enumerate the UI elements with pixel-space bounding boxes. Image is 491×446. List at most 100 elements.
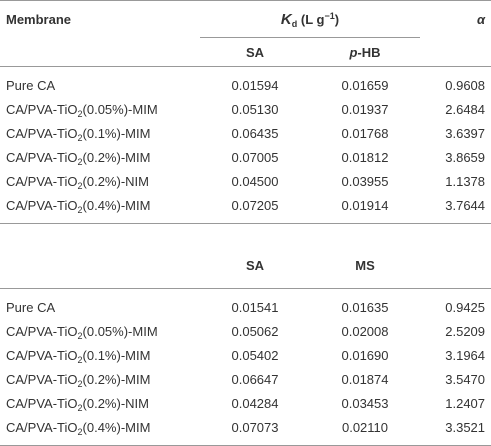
table-cell: 3.3521 xyxy=(420,415,491,446)
header-cell: Kd (L g−1) xyxy=(200,0,421,38)
cell-value: 0.06647 xyxy=(231,371,279,387)
table-cell: 0.01874 xyxy=(310,367,420,391)
membrane-name: (0.05%)-MIM xyxy=(82,101,158,117)
header-label: α xyxy=(476,11,486,27)
table-cell: 0.01812 xyxy=(310,145,420,169)
cell-value: 3.7644 xyxy=(445,197,486,213)
membrane-name: (0.2%)-NIM xyxy=(82,395,149,411)
table-cell: 0.01635 xyxy=(310,289,420,320)
membrane-name: (0.2%)-MIM xyxy=(82,149,151,165)
membrane-name: (0.2%)-NIM xyxy=(82,173,149,189)
membrane-subscript: 2 xyxy=(77,108,83,119)
table-cell: 0.05062 xyxy=(200,319,310,343)
table-row: Pure CA 0.01541 0.01635 0.9425 xyxy=(0,289,491,320)
cell-value: 0.05130 xyxy=(231,101,279,117)
subheader-cell: MS xyxy=(310,223,421,289)
table-cell: Pure CA xyxy=(0,289,200,320)
table-cell: 0.01914 xyxy=(310,193,420,224)
kd-superscript: −1 xyxy=(324,10,335,21)
cell-value: 0.07005 xyxy=(231,149,279,165)
cell-value: 0.01812 xyxy=(341,149,389,165)
table-row: CA/PVA-TiO2(0.1%)-MIM 0.06435 0.01768 3.639… xyxy=(0,121,491,145)
table-cell: 3.5470 xyxy=(420,367,491,391)
table-cell: CA/PVA-TiO2(0.05%)-MIM xyxy=(0,319,200,343)
cell-value: 3.1964 xyxy=(445,347,486,363)
membrane-subscript: 2 xyxy=(77,378,83,389)
table-row: CA/PVA-TiO2(0.2%)-NIM 0.04284 0.03453 1.240… xyxy=(0,391,491,415)
cell-value: 0.9425 xyxy=(445,299,486,315)
membrane-name: (0.4%)-MIM xyxy=(82,197,151,213)
table-cell: 0.05402 xyxy=(200,343,310,367)
membrane-name: CA/PVA-TiO xyxy=(6,371,78,387)
table-cell: 3.8659 xyxy=(420,145,491,169)
table-cell: 0.01659 xyxy=(310,67,420,98)
membrane-name: (0.1%)-MIM xyxy=(82,347,151,363)
table-cell: CA/PVA-TiO2(0.4%)-MIM xyxy=(0,415,200,446)
cell-value: 0.9608 xyxy=(445,77,486,93)
membrane-subscript: 2 xyxy=(77,204,83,215)
subheader-row: SA p-HB xyxy=(0,37,491,67)
table-row: CA/PVA-TiO2(0.2%)-NIM 0.04500 0.03955 1.137… xyxy=(0,169,491,193)
cell-value: 2.6484 xyxy=(445,101,486,117)
cell-value: 0.03453 xyxy=(341,395,389,411)
cell-value: 0.04500 xyxy=(231,173,279,189)
membrane-name: (0.1%)-MIM xyxy=(82,125,151,141)
column-label: SA xyxy=(245,257,265,273)
membrane-name: Pure CA xyxy=(6,77,56,93)
membrane-name: CA/PVA-TiO xyxy=(6,419,78,435)
cell-value: 0.01914 xyxy=(341,197,389,213)
membrane-name: CA/PVA-TiO xyxy=(6,395,78,411)
table-row: CA/PVA-TiO2(0.2%)-MIM 0.07005 0.01812 3.865… xyxy=(0,145,491,169)
membrane-name: (0.05%)-MIM xyxy=(82,323,158,339)
kd-symbol: K xyxy=(280,10,292,28)
cell-value: 0.01659 xyxy=(341,77,389,93)
cell-value: 0.01937 xyxy=(341,101,389,117)
cell-value: 0.01690 xyxy=(341,347,389,363)
cell-value: 0.01635 xyxy=(341,299,389,315)
table-cell: CA/PVA-TiO2(0.2%)-MIM xyxy=(0,367,200,391)
table-cell: 0.07073 xyxy=(200,415,310,446)
subheader-cell xyxy=(0,37,200,67)
membrane-name: CA/PVA-TiO xyxy=(6,347,78,363)
table-cell: 0.03453 xyxy=(310,391,420,415)
table-cell: CA/PVA-TiO2(0.2%)-NIM xyxy=(0,169,200,193)
table-cell: 0.02110 xyxy=(310,415,421,446)
subheader-cell xyxy=(0,223,200,289)
header-label: Membrane xyxy=(6,11,72,27)
cell-value: 0.01594 xyxy=(231,77,279,93)
table-row: Pure CA 0.01594 0.01659 0.9608 xyxy=(0,67,491,98)
table-cell: 0.04500 xyxy=(200,169,310,193)
table-cell: CA/PVA-TiO2(0.4%)-MIM xyxy=(0,193,200,224)
table-cell: 0.01541 xyxy=(200,289,310,320)
subheader-cell: SA xyxy=(200,37,310,67)
cell-value: 2.5209 xyxy=(445,323,486,339)
membrane-name: CA/PVA-TiO xyxy=(6,197,78,213)
table-cell: 0.01690 xyxy=(310,343,420,367)
table-row: CA/PVA-TiO2(0.4%)-MIM 0.07073 0.02110 3.352… xyxy=(0,415,491,446)
table-cell: 1.1378 xyxy=(420,169,491,193)
table-row: CA/PVA-TiO2(0.05%)-MIM 0.05062 0.02008 2.52… xyxy=(0,319,491,343)
table-cell: 0.07005 xyxy=(200,145,310,169)
table-cell: 0.07205 xyxy=(200,193,310,224)
membrane-name: CA/PVA-TiO xyxy=(6,101,78,117)
cell-value: 0.06435 xyxy=(231,125,279,141)
table-cell: 0.06647 xyxy=(200,367,310,391)
cell-value: 0.02110 xyxy=(341,419,389,435)
membrane-subscript: 2 xyxy=(77,330,83,341)
cell-value: 3.8659 xyxy=(445,149,486,165)
subheader-row: SA MS xyxy=(0,223,491,289)
membrane-name: CA/PVA-TiO xyxy=(6,173,78,189)
cell-value: 0.01874 xyxy=(341,371,389,387)
cell-value: 3.6397 xyxy=(445,125,486,141)
table-row: CA/PVA-TiO2(0.2%)-MIM 0.06647 0.01874 3.547… xyxy=(0,367,491,391)
cell-value: 3.5470 xyxy=(445,371,486,387)
subheader-cell xyxy=(420,37,491,67)
cell-value: 0.05402 xyxy=(231,347,279,363)
table-cell: 0.01768 xyxy=(310,121,420,145)
cell-value: 3.3521 xyxy=(445,419,486,435)
membrane-name: Pure CA xyxy=(6,299,56,315)
table-cell: Pure CA xyxy=(0,67,200,98)
membrane-subscript: 2 xyxy=(77,402,83,413)
cell-value: 0.02008 xyxy=(341,323,389,339)
table-cell: 3.7644 xyxy=(420,193,491,224)
